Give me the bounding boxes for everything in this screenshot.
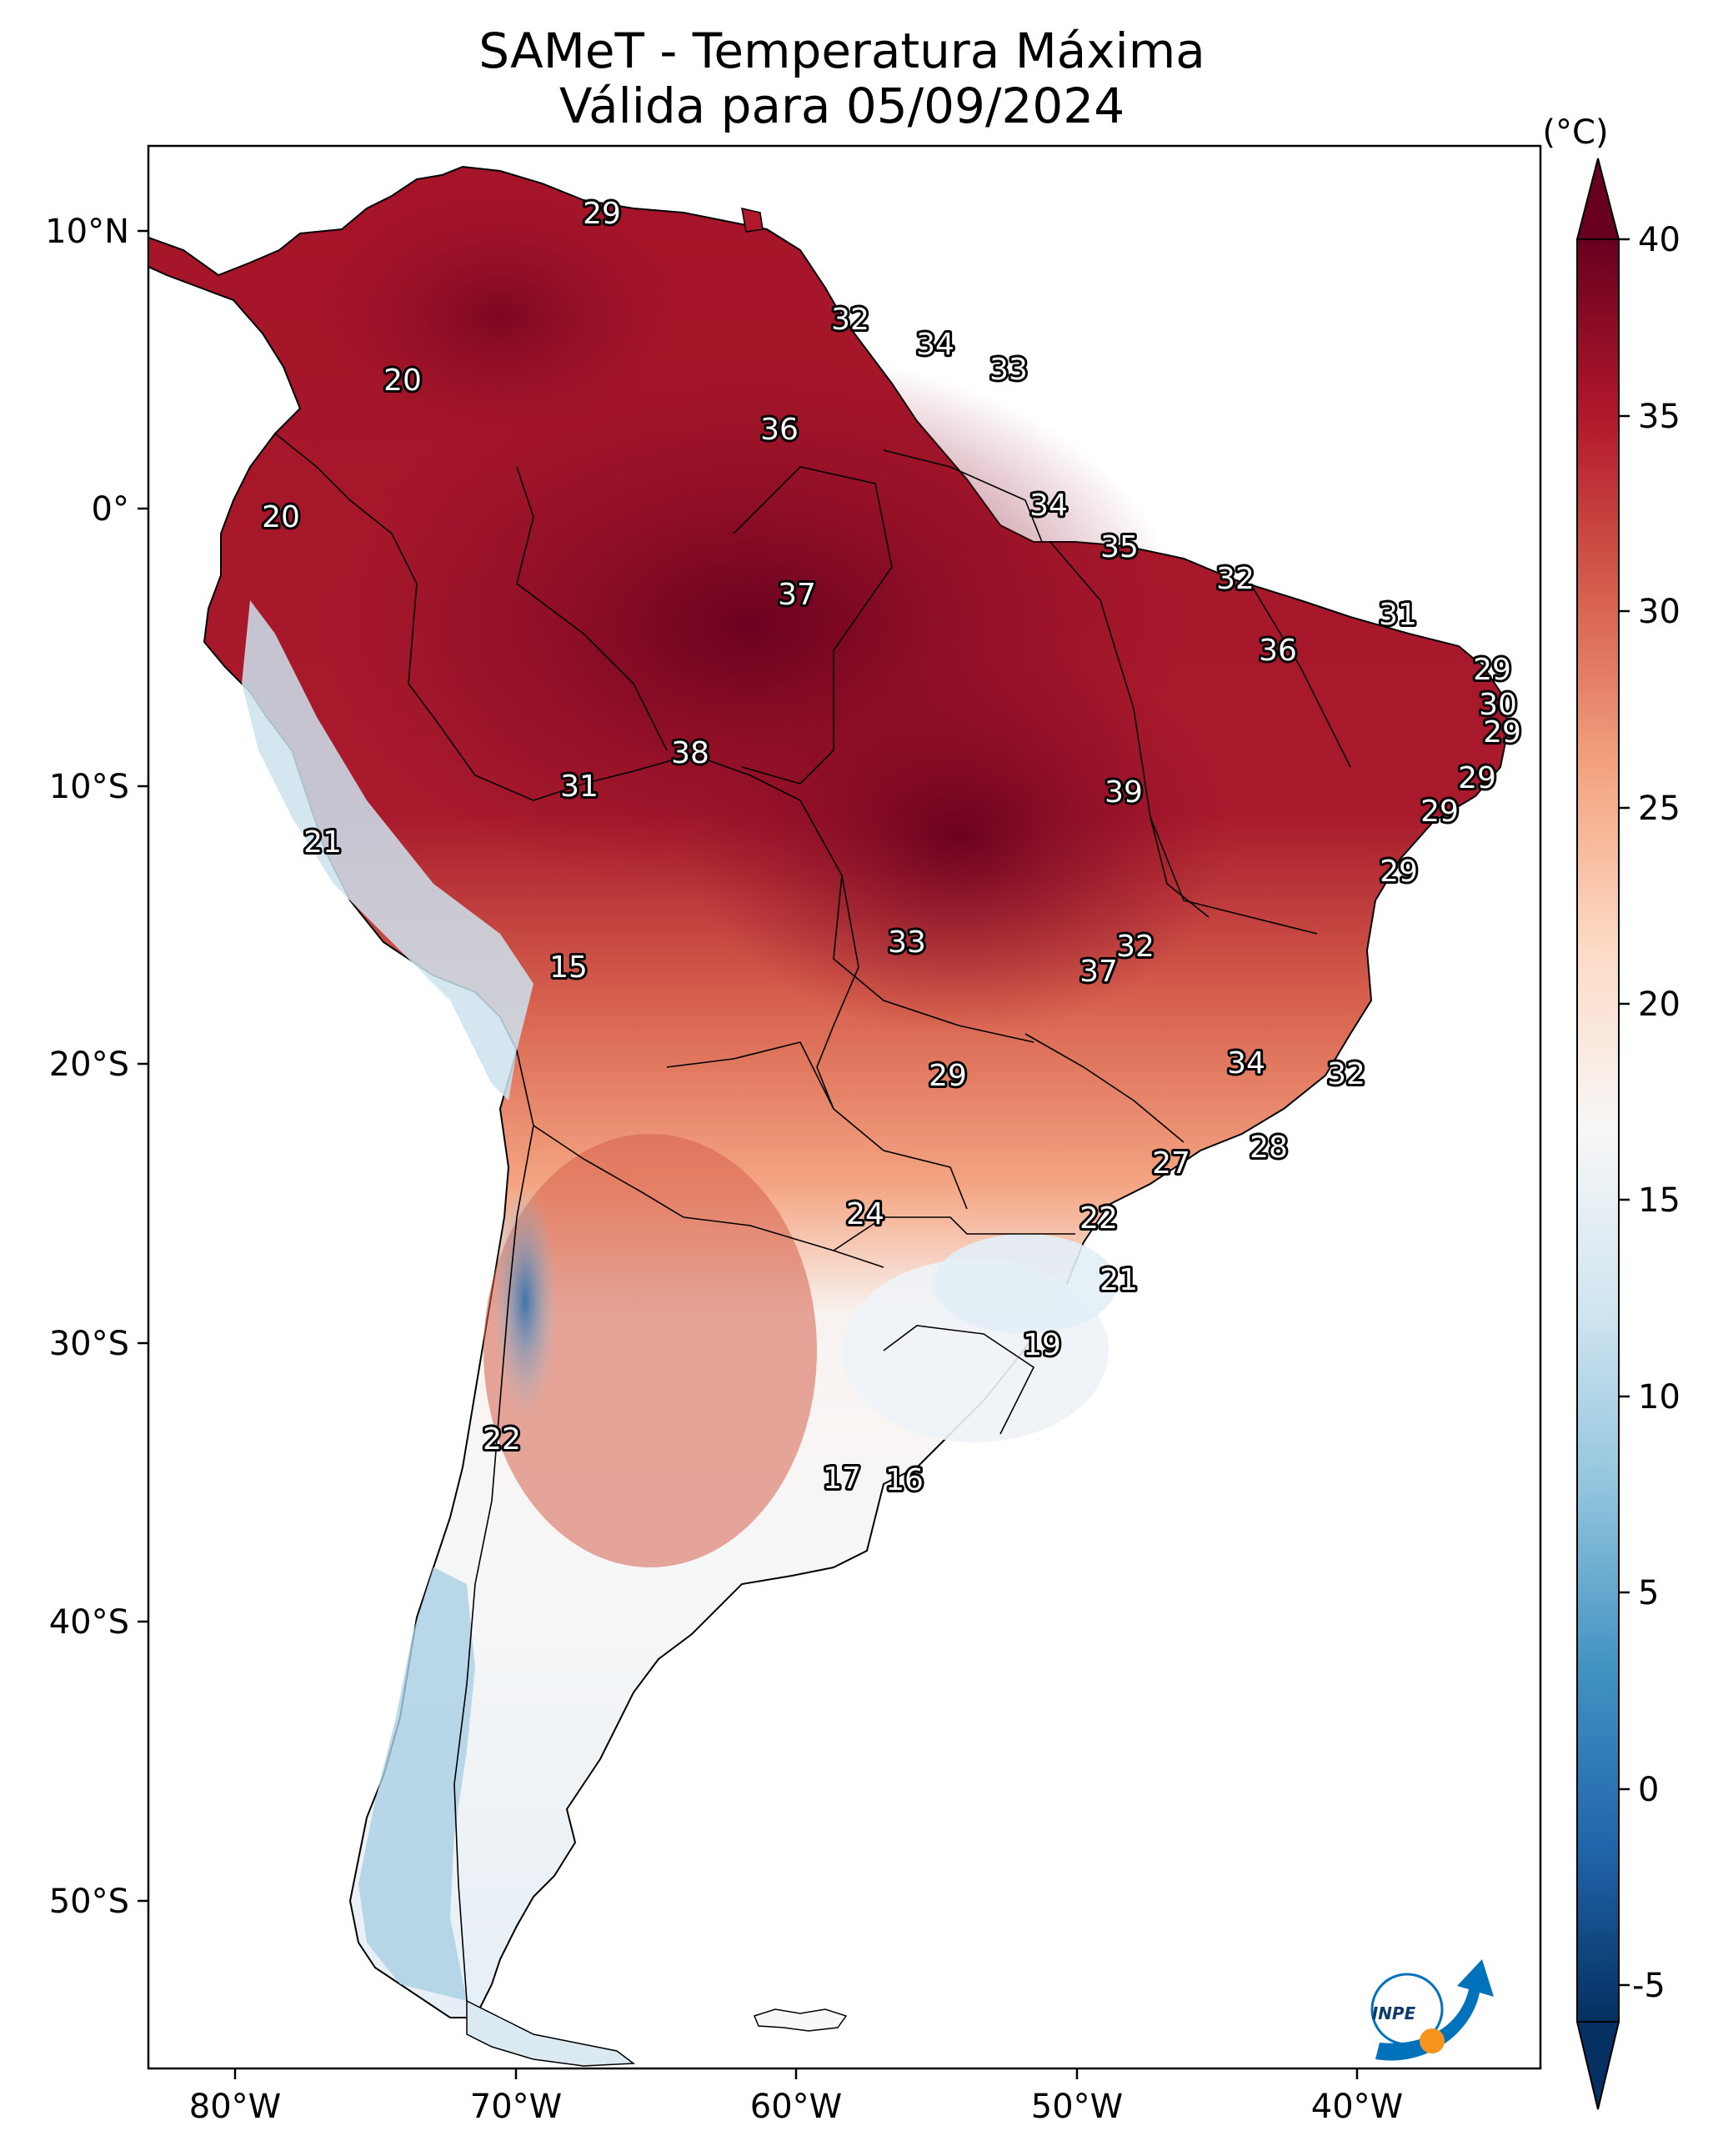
lon-label-40w: 40°W	[1311, 2088, 1403, 2126]
temperature-label: 24	[846, 1197, 884, 1231]
hot-region-central	[684, 634, 1234, 1034]
colorbar-tick-label: 0	[1638, 1771, 1659, 1809]
temperature-label: 29	[1473, 653, 1511, 687]
temperature-label: 20	[383, 364, 422, 398]
temperature-label: 32	[1216, 562, 1255, 596]
temperature-label: 29	[929, 1059, 967, 1093]
temperature-label: 39	[1104, 775, 1143, 810]
lat-label-40s: 40°S	[49, 1603, 129, 1642]
colorbar-top-arrow	[1575, 158, 1620, 240]
temperature-labels: 29 20 32 34 33 36 20 34 35 37 32 31 36 2…	[259, 194, 1524, 1500]
temperature-label: 29	[1420, 795, 1459, 829]
temperature-label: 36	[760, 413, 799, 447]
temperature-label: 36	[1259, 634, 1297, 668]
falkland-islands	[753, 2008, 848, 2032]
continent-layer	[148, 165, 1510, 2067]
temperature-label: 37	[1079, 955, 1118, 989]
inpe-logo-dot	[1420, 2028, 1445, 2053]
temperature-label: 29	[583, 197, 621, 231]
axis-ticks	[138, 229, 1359, 2079]
temperature-label: 38	[671, 736, 709, 770]
colorbar-tick-label: 20	[1638, 985, 1680, 1024]
temperature-label: 29	[1483, 715, 1521, 750]
country-borders	[274, 433, 1351, 2002]
temperature-label: 31	[1379, 598, 1417, 632]
temperature-label: 30	[1479, 688, 1517, 722]
temperature-label: 32	[1116, 930, 1155, 964]
lat-label-50s: 50°S	[49, 1883, 129, 1921]
colorbar: (°C) 40 35 30 25 20 15 10 5 0 -5	[1542, 113, 1680, 2110]
map-title-line1: SAMeT - Temperatura Máxima	[478, 23, 1205, 79]
warm-region-chaco	[483, 1134, 817, 1567]
colorbar-tick-label: -5	[1632, 1967, 1665, 2005]
temperature-label: 27	[1152, 1146, 1190, 1181]
lat-label-10s: 10°S	[49, 768, 129, 806]
cool-southern-brazil	[934, 1234, 1117, 1334]
colorbar-tick-label: 40	[1638, 221, 1680, 259]
inpe-logo: INPE	[1370, 1959, 1494, 2061]
temperature-label: 34	[1227, 1046, 1265, 1081]
temperature-label: 32	[831, 303, 869, 337]
temperature-label: 21	[1099, 1263, 1138, 1297]
temperature-label: 29	[1380, 855, 1418, 889]
lon-label-50w: 50°W	[1031, 2088, 1123, 2126]
cool-andes-band	[242, 600, 533, 1101]
lat-label-10n: 10°N	[45, 213, 129, 251]
temperature-label: 31	[560, 770, 599, 804]
colorbar-tick-label: 35	[1638, 398, 1680, 436]
temperature-label: 33	[989, 353, 1028, 387]
longitude-labels: 80°W 70°W 60°W 50°W 40°W	[189, 2088, 1403, 2126]
colorbar-tick-label: 5	[1638, 1574, 1659, 1612]
caribbean-coast-detail	[741, 208, 764, 233]
cold-core-andes	[493, 1184, 557, 1417]
temperature-label: 37	[778, 578, 816, 612]
temperature-label: 22	[1079, 1201, 1118, 1236]
temperature-label: 33	[888, 925, 926, 960]
temperature-label: 16	[885, 1463, 924, 1497]
inpe-logo-ring	[1370, 1973, 1444, 2046]
temperature-label: 21	[303, 825, 342, 860]
temperature-label: 17	[823, 1462, 861, 1496]
map-title-line2: Válida para 05/09/2024	[558, 78, 1125, 134]
colorbar-body	[1576, 238, 1620, 2023]
temperature-label: 19	[1023, 1328, 1061, 1362]
colorbar-ticks	[1619, 238, 1630, 1987]
temperature-label: 29	[1458, 761, 1496, 795]
lon-label-70w: 70°W	[470, 2088, 562, 2126]
hot-region-north	[317, 192, 684, 442]
lat-label-30s: 30°S	[49, 1325, 129, 1363]
temperature-label: 28	[1250, 1131, 1288, 1165]
colorbar-unit: (°C)	[1542, 113, 1608, 152]
latitude-labels: 10°N 0° 10°S 20°S 30°S 40°S 50°S	[45, 213, 129, 1921]
colorbar-tick-label: 10	[1638, 1378, 1680, 1416]
temperature-label: 34	[916, 328, 954, 362]
temperature-label: 35	[1100, 530, 1139, 564]
temperature-label: 22	[483, 1422, 521, 1457]
inpe-logo-arc	[1375, 1959, 1494, 2061]
colorbar-tick-label: 15	[1638, 1181, 1680, 1220]
temperature-label: 20	[262, 500, 300, 534]
temperature-label: 32	[1327, 1057, 1365, 1091]
inpe-logo-text: INPE	[1372, 2003, 1416, 2023]
lat-label-0: 0°	[92, 490, 129, 529]
lon-label-80w: 80°W	[189, 2088, 281, 2126]
tierra-del-fuego	[466, 1999, 636, 2067]
lon-label-60w: 60°W	[750, 2088, 842, 2126]
temperature-label: 15	[549, 950, 588, 985]
lat-label-20s: 20°S	[49, 1045, 129, 1084]
colorbar-bottom-arrow	[1575, 2021, 1620, 2110]
colorbar-tick-label: 25	[1638, 790, 1680, 828]
cool-patagonia-band	[358, 1567, 475, 2001]
temperature-label: 34	[1029, 489, 1068, 523]
colorbar-tick-label: 30	[1638, 593, 1680, 631]
